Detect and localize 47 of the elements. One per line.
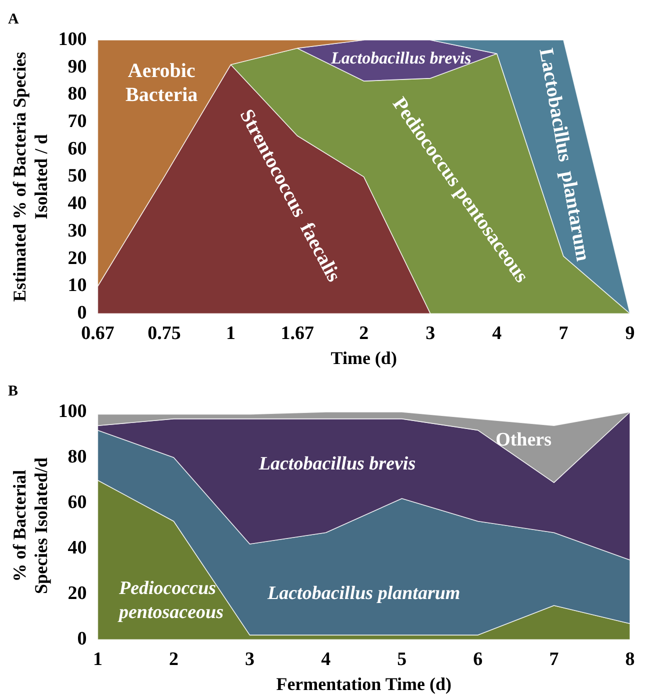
series-label: Others <box>496 429 552 450</box>
x-tick-label: 7 <box>558 322 569 344</box>
y-axis-title: Estimated % of Bacteria Species Isolated / d <box>9 52 52 302</box>
x-tick-label: 1 <box>226 322 236 344</box>
x-tick-label: 9 <box>625 322 635 344</box>
y-tick-label: 60 <box>68 492 87 513</box>
x-tick-label: 7 <box>549 648 560 670</box>
y-tick-label: 0 <box>77 628 87 650</box>
y-tick-label: 60 <box>68 138 87 160</box>
x-tick-label: 0.67 <box>81 322 115 344</box>
x-tick-label: 6 <box>473 648 483 670</box>
y-tick-label: 50 <box>68 166 87 187</box>
y-tick-label: 40 <box>68 193 87 214</box>
y-tick-label: 20 <box>68 582 87 604</box>
y-tick-label: 100 <box>58 28 87 50</box>
x-tick-label: 3 <box>426 322 436 344</box>
x-tick-label: 2 <box>168 648 178 670</box>
series-label: Pediococcus pentosaceous <box>116 578 224 623</box>
y-tick-label: 20 <box>68 248 87 269</box>
x-tick-label: 5 <box>397 648 407 670</box>
chart-title: B <box>8 383 18 400</box>
series-label: Lactobacillus brevis <box>258 453 416 474</box>
x-tick-label: 4 <box>321 648 332 670</box>
series-label: Aerobic Bacteria <box>125 60 198 106</box>
series-label: Lactobacillus brevis <box>330 48 472 68</box>
x-tick-label: 0.75 <box>148 322 181 344</box>
x-tick-label: 8 <box>625 648 635 670</box>
y-tick-label: 0 <box>77 302 87 324</box>
chart-title: A <box>8 11 19 28</box>
x-tick-label: 3 <box>245 648 255 670</box>
y-tick-label: 90 <box>68 56 87 78</box>
series-label: Lactobacillus plantarum <box>534 46 594 264</box>
y-tick-label: 30 <box>68 220 87 242</box>
x-axis-title: Time (d) <box>330 348 397 368</box>
x-tick-label: 2 <box>359 322 369 344</box>
x-axis-title: Fermentation Time (d) <box>276 674 452 694</box>
y-tick-label: 80 <box>68 84 87 105</box>
series-label: Lactobacillus plantarum <box>266 582 460 604</box>
y-tick-label: 80 <box>68 446 87 468</box>
y-tick-label: 40 <box>68 537 87 558</box>
y-tick-label: 10 <box>68 275 87 296</box>
x-tick-label: 4 <box>492 322 502 344</box>
x-tick-label: 1.67 <box>280 322 314 344</box>
y-axis-title: % of Bacterial Species Isolated/d <box>9 458 52 594</box>
y-tick-label: 70 <box>68 110 87 132</box>
y-tick-label: 100 <box>58 400 87 422</box>
x-tick-label: 1 <box>92 648 102 670</box>
